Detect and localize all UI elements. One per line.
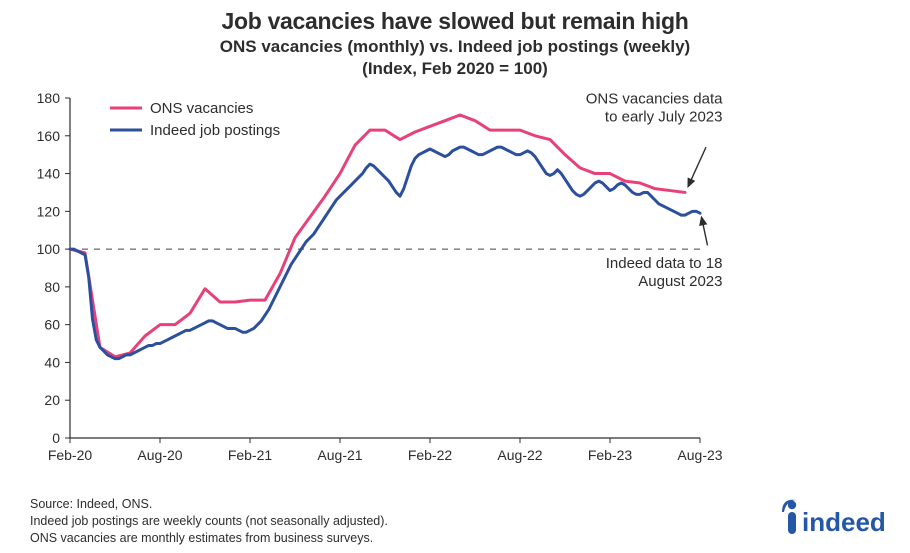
legend-label: ONS vacancies — [150, 100, 253, 117]
y-tick-label: 160 — [37, 128, 61, 144]
footer-line-2: Indeed job postings are weekly counts (n… — [30, 513, 388, 530]
indeed-anno-text: August 2023 — [638, 273, 722, 290]
chart-subtitle-1: ONS vacancies (monthly) vs. Indeed job p… — [0, 37, 910, 57]
x-tick-label: Feb-20 — [48, 447, 93, 463]
legend-label: Indeed job postings — [150, 122, 280, 139]
y-tick-label: 0 — [52, 430, 60, 446]
ons-anno-text: to early July 2023 — [605, 109, 723, 126]
y-tick-label: 180 — [37, 90, 61, 106]
chart-title: Job vacancies have slowed but remain hig… — [0, 8, 910, 35]
y-tick-label: 60 — [44, 317, 60, 333]
y-tick-label: 20 — [44, 392, 60, 408]
x-tick-label: Feb-21 — [228, 447, 273, 463]
series-ons-vacancies — [70, 115, 685, 357]
x-tick-label: Feb-22 — [408, 447, 453, 463]
y-tick-label: 140 — [37, 166, 61, 182]
logo-text: indeed — [802, 507, 886, 537]
source-footer: Source: Indeed, ONS. Indeed job postings… — [30, 496, 388, 547]
x-tick-label: Aug-20 — [137, 447, 182, 463]
chart-subtitle-2: (Index, Feb 2020 = 100) — [0, 59, 910, 79]
y-tick-label: 80 — [44, 279, 60, 295]
x-tick-label: Aug-23 — [677, 447, 722, 463]
x-tick-label: Aug-22 — [497, 447, 542, 463]
y-tick-label: 120 — [37, 203, 61, 219]
indeed-anno-text: Indeed data to 18 — [606, 255, 723, 272]
x-tick-label: Feb-23 — [588, 447, 633, 463]
y-tick-label: 40 — [44, 354, 60, 370]
line-chart-svg: 0 20 40 60 80 100 120 140 160 180 Feb-20 Aug-20 Feb-… — [30, 88, 880, 468]
footer-line-1: Source: Indeed, ONS. — [30, 496, 388, 513]
title-block: Job vacancies have slowed but remain hig… — [0, 0, 910, 79]
indeed-anno-arrow — [702, 217, 708, 245]
y-tick-label: 100 — [37, 241, 61, 257]
chart-area: 0 20 40 60 80 100 120 140 160 180 Feb-20 Aug-20 Feb-… — [30, 88, 880, 468]
indeed-logo: indeed — [778, 498, 888, 543]
ons-anno-text: ONS vacancies data — [586, 91, 723, 108]
ons-anno-arrow — [688, 147, 706, 187]
footer-line-3: ONS vacancies are monthly estimates from… — [30, 530, 388, 547]
series-indeed-job-postings — [70, 147, 700, 359]
x-tick-label: Aug-21 — [317, 447, 362, 463]
